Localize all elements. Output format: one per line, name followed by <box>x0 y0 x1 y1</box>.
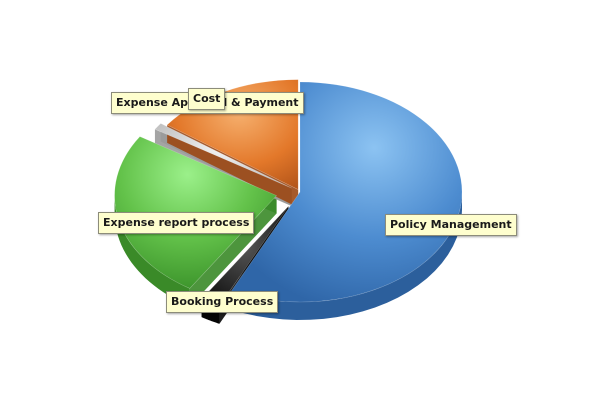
pie-slice-edge-expense-report-process-0 <box>189 195 277 307</box>
data-label-booking-process: Booking Process <box>166 291 279 313</box>
data-label-cost: Cost <box>188 88 226 110</box>
pie-slice-expense-approval-and-payment[interactable] <box>154 123 292 189</box>
data-label-expense-report-process: Expense report process <box>98 212 255 234</box>
data-label-policy-management: Policy Management <box>385 214 517 236</box>
pie-slice-side-policy-management <box>231 192 462 320</box>
